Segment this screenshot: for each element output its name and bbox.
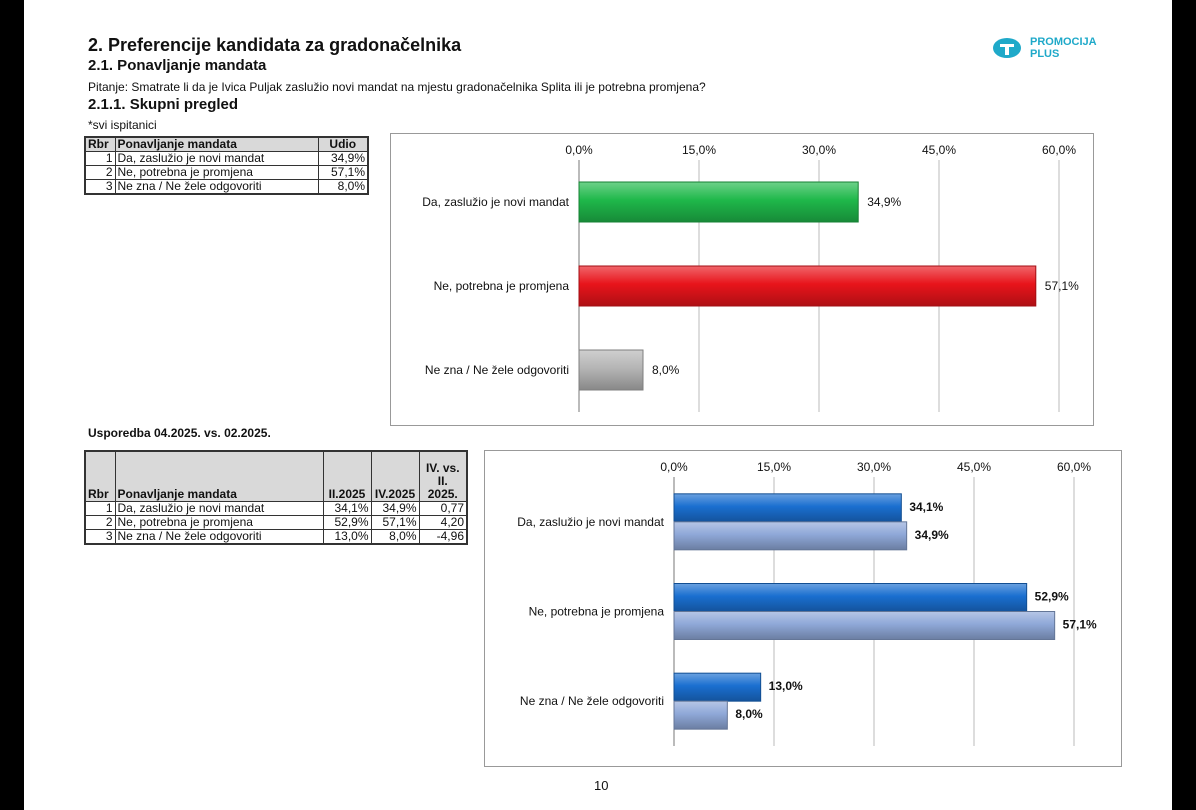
- cell-rbr: 2: [84, 165, 116, 180]
- table-row: 1 Da, zaslužio je novi mandat 34,1% 34,9…: [84, 500, 468, 516]
- cell-diff: -4,96: [418, 528, 468, 544]
- cell-label: Ne zna / Ne žele odgovoriti: [114, 528, 324, 544]
- category-label: Ne, potrebna je promjena: [529, 605, 665, 619]
- col-header-ponavljanje: Ponavljanje mandata: [114, 136, 319, 152]
- cell-rbr: 3: [84, 528, 116, 544]
- tick-label: 60,0%: [1042, 143, 1076, 157]
- data-label: 13,0%: [769, 679, 803, 693]
- cell-feb: 13,0%: [322, 528, 372, 544]
- cell-label: Ne, potrebna je promjena: [114, 165, 319, 180]
- tick-label: 30,0%: [857, 460, 891, 474]
- data-label: 8,0%: [652, 363, 680, 377]
- category-label: Da, zaslužio je novi mandat: [517, 515, 664, 529]
- cell-rbr: 1: [84, 151, 116, 166]
- logo-text-line2: PLUS: [1030, 48, 1060, 60]
- comparison-table: Rbr Ponavljanje mandata II.2025 IV.2025 …: [84, 450, 468, 545]
- survey-question: Pitanje: Smatrate li da je Ivica Puljak …: [88, 80, 706, 94]
- col-header-udio: Udio: [317, 136, 369, 152]
- summary-chart: 0,0% 15,0% 30,0% 45,0% 60,0% Da, zaslužio je …: [390, 133, 1094, 426]
- data-label: 34,9%: [867, 195, 901, 209]
- col-header-apr: IV.2025: [370, 450, 420, 502]
- cell-label: Da, zaslužio je novi mandat: [114, 151, 319, 166]
- promocija-plus-logo: PROMOCIJA PLUS: [992, 36, 1097, 60]
- cell-rbr: 3: [84, 179, 116, 195]
- col-header-diff: IV. vs. II. 2025.: [418, 450, 468, 502]
- category-label: Da, zaslužio je novi mandat: [422, 195, 569, 209]
- bar: [673, 493, 902, 523]
- category-label: Ne zna / Ne žele odgovoriti: [425, 363, 569, 377]
- col-header-rbr: Rbr: [84, 136, 116, 152]
- category-label: Ne zna / Ne žele odgovoriti: [520, 694, 664, 708]
- col-header-feb: II.2025: [322, 450, 372, 502]
- comparison-chart: 0,0% 15,0% 30,0% 45,0% 60,0% Da, zaslužio je …: [484, 450, 1122, 767]
- table-row: 2 Ne, potrebna je promjena 52,9% 57,1% 4…: [84, 514, 468, 530]
- table-row: 2 Ne, potrebna je promjena 57,1%: [84, 165, 369, 180]
- cell-value: 57,1%: [317, 165, 369, 180]
- cell-diff: 4,20: [418, 514, 468, 530]
- data-label: 57,1%: [1045, 279, 1079, 293]
- table-row: 3 Ne zna / Ne žele odgovoriti 13,0% 8,0%…: [84, 528, 468, 544]
- cell-value: 8,0%: [317, 179, 369, 195]
- tick-label: 0,0%: [565, 143, 593, 157]
- section-subtitle: 2.1. Ponavljanje mandata: [88, 57, 267, 74]
- cell-apr: 8,0%: [370, 528, 420, 544]
- tick-label: 30,0%: [802, 143, 836, 157]
- comparison-bar-chart: 0,0% 15,0% 30,0% 45,0% 60,0% Da, zaslužio je …: [517, 460, 1097, 746]
- bar: [673, 583, 1028, 612]
- category-label: Ne, potrebna je promjena: [434, 279, 570, 293]
- comparison-title: Usporedba 04.2025. vs. 02.2025.: [88, 426, 271, 440]
- logo-mark-icon: [993, 38, 1021, 58]
- report-page: 2. Preferencije kandidata za gradonačeln…: [24, 0, 1172, 810]
- tick-label: 60,0%: [1057, 460, 1091, 474]
- bar: [673, 611, 1056, 640]
- data-label: 52,9%: [1035, 590, 1069, 604]
- logo-text-line1: PROMOCIJA: [1030, 36, 1097, 48]
- cell-apr: 57,1%: [370, 514, 420, 530]
- col-header-ponavljanje: Ponavljanje mandata: [114, 450, 324, 502]
- summary-bar-chart: 0,0% 15,0% 30,0% 45,0% 60,0% Da, zaslužio je …: [422, 143, 1079, 412]
- subsection-title: 2.1.1. Skupni pregled: [88, 96, 239, 113]
- bar: [673, 700, 728, 730]
- cell-label: Da, zaslužio je novi mandat: [114, 500, 324, 516]
- cell-rbr: 2: [84, 514, 116, 530]
- col-header-rbr: Rbr: [84, 450, 116, 502]
- tick-label: 15,0%: [682, 143, 716, 157]
- tick-label: 0,0%: [660, 460, 688, 474]
- respondents-note: *svi ispitanici: [88, 118, 157, 132]
- page-title: 2. Preferencije kandidata za gradonačeln…: [88, 35, 462, 55]
- page-number: 10: [594, 778, 609, 793]
- data-label: 34,9%: [915, 528, 949, 542]
- data-label: 34,1%: [909, 500, 943, 514]
- bar: [673, 672, 762, 702]
- data-label: 8,0%: [735, 707, 763, 721]
- table-row: 1 Da, zaslužio je novi mandat 34,9%: [84, 151, 369, 166]
- tick-label: 45,0%: [957, 460, 991, 474]
- cell-feb: 52,9%: [322, 514, 372, 530]
- bar: [578, 265, 1037, 307]
- cell-label: Ne, potrebna je promjena: [114, 514, 324, 530]
- summary-table: Rbr Ponavljanje mandata Udio 1 Da, zaslu…: [84, 136, 369, 195]
- cell-feb: 34,1%: [322, 500, 372, 516]
- cell-rbr: 1: [84, 500, 116, 516]
- tick-label: 15,0%: [757, 460, 791, 474]
- bar: [673, 521, 908, 551]
- cell-value: 34,9%: [317, 151, 369, 166]
- data-label: 57,1%: [1063, 618, 1097, 632]
- tick-label: 45,0%: [922, 143, 956, 157]
- bar: [578, 181, 859, 223]
- bar: [578, 349, 644, 391]
- table-row: 3 Ne zna / Ne žele odgovoriti 8,0%: [84, 179, 369, 195]
- cell-label: Ne zna / Ne žele odgovoriti: [114, 179, 319, 195]
- cell-apr: 34,9%: [370, 500, 420, 516]
- cell-diff: 0,77: [418, 500, 468, 516]
